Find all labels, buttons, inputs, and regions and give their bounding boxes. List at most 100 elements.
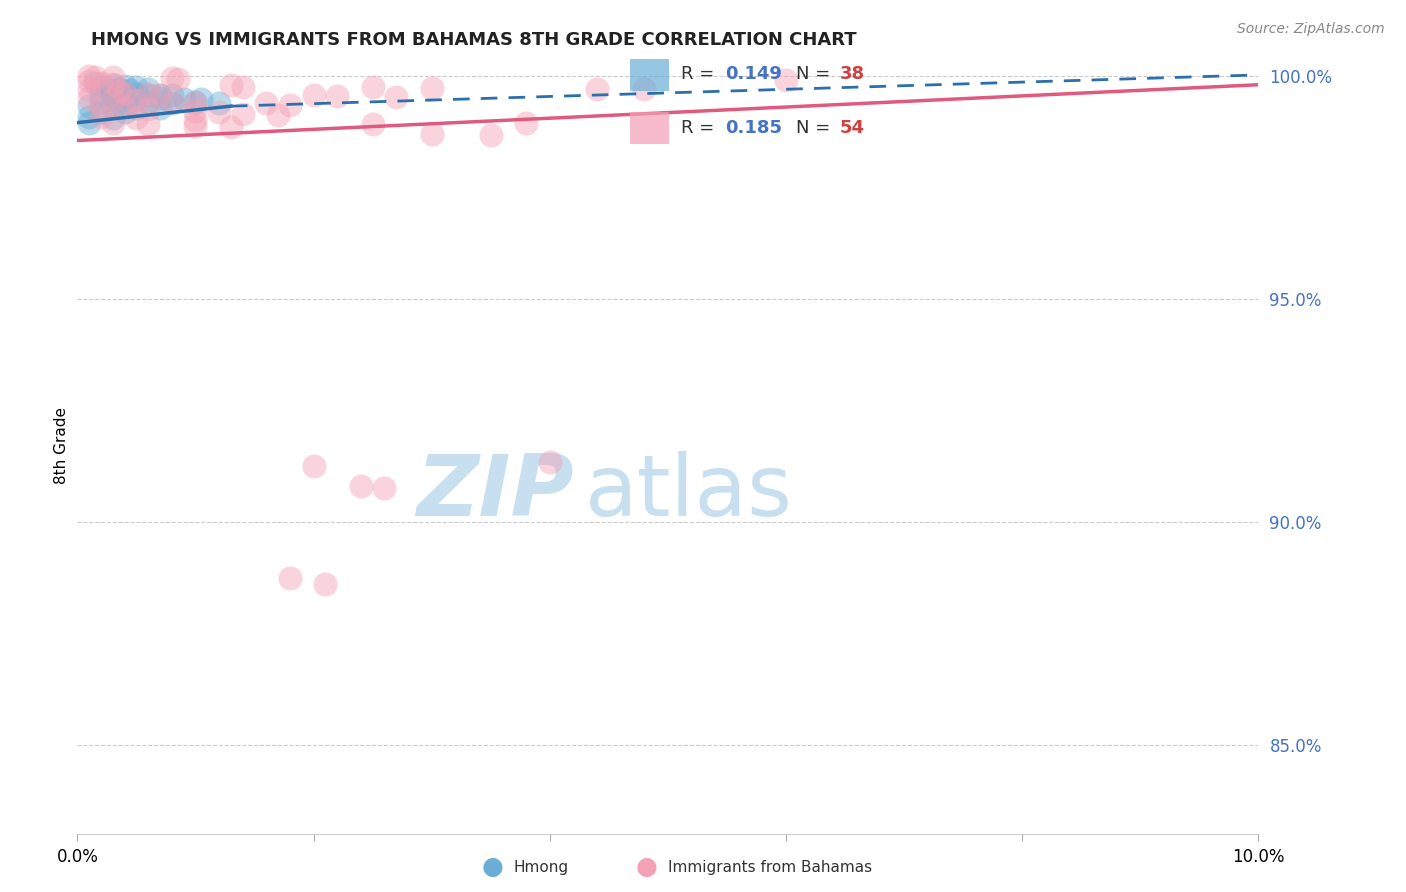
- Point: [136, 95, 159, 109]
- Text: Immigrants from Bahamas: Immigrants from Bahamas: [668, 860, 872, 874]
- Point: [90, 99, 112, 113]
- Text: ZIP: ZIP: [416, 451, 574, 534]
- Point: [90, 88, 112, 103]
- Point: [101, 100, 124, 114]
- Point: [160, 88, 183, 103]
- Point: [350, 479, 373, 493]
- Y-axis label: 8th Grade: 8th Grade: [53, 408, 69, 484]
- Point: [586, 82, 609, 96]
- Point: [373, 482, 395, 496]
- Text: Hmong: Hmong: [513, 860, 568, 874]
- Text: ●: ●: [481, 855, 503, 879]
- Text: 38: 38: [841, 65, 865, 83]
- Point: [101, 112, 124, 126]
- Point: [125, 79, 148, 94]
- Text: 0.185: 0.185: [725, 120, 782, 137]
- Point: [90, 110, 112, 124]
- Point: [107, 82, 129, 96]
- Text: 0.149: 0.149: [725, 65, 782, 83]
- Point: [254, 96, 277, 111]
- Point: [278, 97, 301, 112]
- Point: [101, 92, 124, 106]
- Point: [114, 78, 136, 93]
- Text: R =: R =: [681, 65, 720, 83]
- Point: [101, 70, 124, 84]
- Bar: [630, 112, 669, 145]
- Point: [125, 112, 148, 126]
- Point: [136, 117, 159, 131]
- Point: [267, 108, 290, 122]
- Point: [77, 74, 100, 88]
- Point: [173, 92, 195, 106]
- Text: Source: ZipAtlas.com: Source: ZipAtlas.com: [1237, 22, 1385, 37]
- Point: [114, 95, 136, 110]
- Point: [120, 83, 142, 97]
- Bar: [630, 59, 669, 91]
- Point: [136, 82, 159, 96]
- Point: [90, 79, 112, 94]
- Point: [219, 120, 242, 135]
- Point: [302, 459, 325, 474]
- Text: atlas: atlas: [585, 451, 793, 534]
- Point: [775, 73, 797, 87]
- Point: [114, 90, 136, 104]
- Point: [160, 70, 183, 85]
- Point: [101, 77, 124, 91]
- Point: [149, 101, 172, 115]
- Point: [136, 87, 159, 101]
- Point: [125, 93, 148, 107]
- Point: [479, 128, 502, 142]
- Point: [184, 119, 207, 133]
- Point: [149, 87, 172, 102]
- Point: [84, 70, 107, 84]
- Point: [208, 105, 231, 120]
- Text: HMONG VS IMMIGRANTS FROM BAHAMAS 8TH GRADE CORRELATION CHART: HMONG VS IMMIGRANTS FROM BAHAMAS 8TH GRA…: [91, 31, 858, 49]
- Point: [101, 87, 124, 102]
- Point: [114, 86, 136, 100]
- Point: [77, 91, 100, 105]
- Point: [190, 93, 212, 107]
- Point: [184, 103, 207, 118]
- Point: [77, 99, 100, 113]
- Point: [77, 83, 100, 97]
- Point: [420, 81, 443, 95]
- Point: [84, 75, 107, 89]
- Text: ●: ●: [636, 855, 658, 879]
- Text: N =: N =: [796, 65, 835, 83]
- Point: [232, 107, 254, 121]
- Point: [232, 79, 254, 94]
- Point: [90, 95, 112, 109]
- Point: [149, 87, 172, 102]
- Point: [361, 79, 384, 94]
- Point: [101, 91, 124, 105]
- Point: [184, 113, 207, 128]
- Point: [160, 96, 183, 111]
- Point: [136, 87, 159, 102]
- Point: [278, 571, 301, 585]
- Point: [125, 101, 148, 115]
- Text: N =: N =: [796, 120, 835, 137]
- Point: [101, 78, 124, 92]
- Point: [136, 102, 159, 116]
- Point: [385, 90, 408, 104]
- Point: [114, 86, 136, 100]
- Point: [160, 95, 183, 109]
- Point: [314, 577, 336, 591]
- Point: [90, 75, 112, 89]
- Point: [633, 82, 655, 96]
- Point: [114, 105, 136, 120]
- Point: [125, 87, 148, 101]
- Point: [101, 116, 124, 130]
- Point: [166, 72, 188, 87]
- Point: [96, 82, 118, 96]
- Point: [149, 91, 172, 105]
- Point: [326, 88, 349, 103]
- Point: [302, 87, 325, 102]
- Point: [77, 110, 100, 124]
- Point: [361, 117, 384, 131]
- Point: [420, 127, 443, 141]
- Text: 54: 54: [841, 120, 865, 137]
- Point: [219, 78, 242, 92]
- Point: [515, 116, 537, 130]
- Text: R =: R =: [681, 120, 720, 137]
